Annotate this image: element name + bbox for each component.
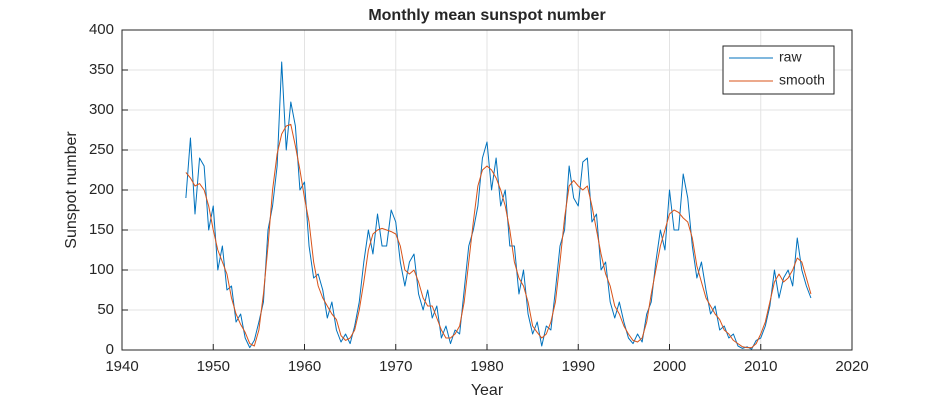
y-axis-label: Sunspot number [63, 131, 80, 249]
y-tick-label: 0 [106, 341, 114, 358]
x-tick-label: 1950 [197, 358, 230, 375]
x-tick-label: 1990 [562, 358, 595, 375]
y-tick-label: 100 [89, 261, 114, 278]
x-tick-label: 1960 [288, 358, 321, 375]
axes-box [121, 29, 853, 351]
y-tick-label: 350 [89, 61, 114, 78]
legend-box [722, 45, 835, 95]
x-tick-label: 2010 [744, 358, 777, 375]
x-tick-label: 1940 [105, 358, 138, 375]
x-axis-label: Year [471, 382, 504, 399]
x-tick-label: 1980 [470, 358, 503, 375]
chart-title: Monthly mean sunspot number [368, 7, 605, 24]
x-tick-label: 2020 [835, 358, 868, 375]
legend: raw smooth [722, 45, 835, 95]
x-tick-label: 2000 [653, 358, 686, 375]
legend-label: raw [779, 49, 802, 65]
y-tick-label: 250 [89, 141, 114, 158]
y-tick-label: 200 [89, 181, 114, 198]
y-tick-label: 300 [89, 101, 114, 118]
x-tick-label: 1970 [379, 358, 412, 375]
legend-label: smooth [779, 72, 825, 88]
y-tick-label: 50 [97, 301, 114, 318]
data-line [185, 61, 812, 350]
y-tick-label: 150 [89, 221, 114, 238]
y-tick-label: 400 [89, 21, 114, 38]
data-line [185, 123, 812, 349]
